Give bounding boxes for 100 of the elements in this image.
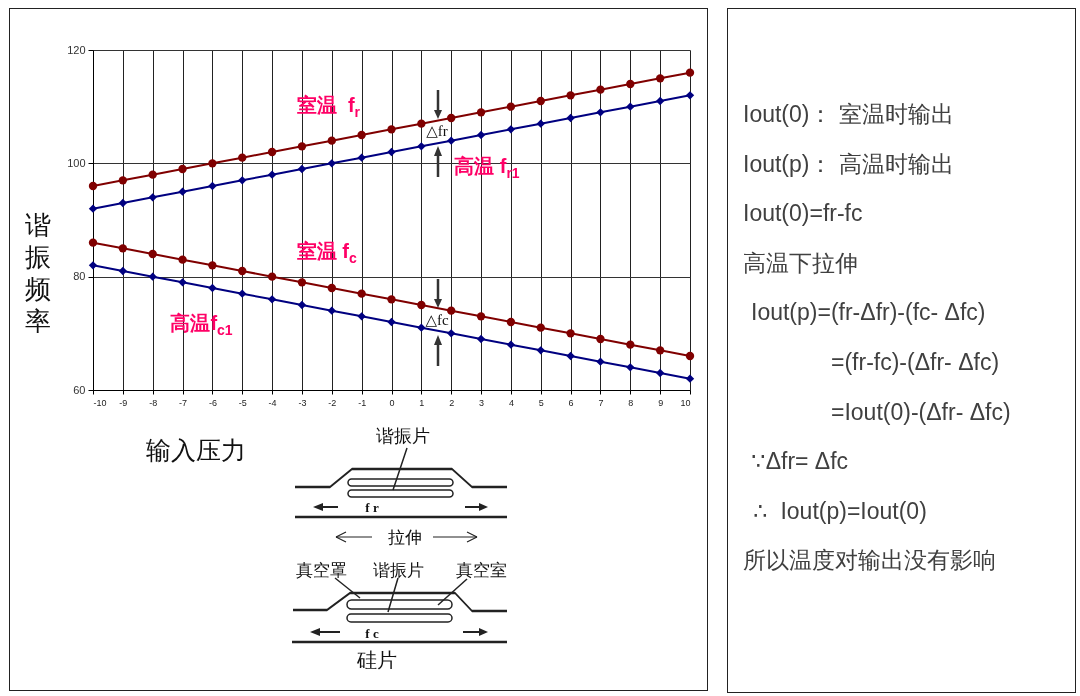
x-tick-label: 4 <box>508 397 514 408</box>
point <box>506 317 516 327</box>
x-tick-label: -7 <box>179 397 188 408</box>
point <box>327 159 336 168</box>
point <box>357 153 366 162</box>
point <box>88 238 98 247</box>
point <box>88 261 98 270</box>
x-tick-label: 0 <box>389 397 395 408</box>
y-tick-label: 100 <box>67 156 86 169</box>
text: Iout(0)=fr-fc <box>743 199 863 226</box>
point <box>417 119 426 128</box>
text: Iout(0)： 室温时输出 <box>743 100 954 127</box>
point <box>357 130 366 140</box>
point <box>506 102 516 111</box>
point <box>506 125 516 134</box>
point <box>88 181 98 191</box>
point <box>238 176 247 185</box>
point <box>387 147 396 157</box>
x-tick-label: -4 <box>268 397 277 408</box>
x-tick-label: -10 <box>93 397 107 408</box>
y-tick-label: 120 <box>67 43 86 56</box>
text: 硅片 <box>357 649 397 671</box>
text: 真空室 <box>455 560 507 580</box>
point <box>626 363 635 372</box>
point <box>655 346 665 355</box>
point <box>447 136 456 145</box>
point <box>596 85 605 94</box>
point <box>447 113 456 123</box>
point <box>596 357 605 366</box>
point <box>208 159 217 168</box>
point <box>118 244 128 253</box>
point <box>118 176 128 185</box>
point <box>566 113 575 123</box>
point <box>238 289 247 298</box>
point <box>267 272 277 281</box>
point <box>626 79 635 89</box>
text: f c <box>365 625 379 641</box>
point <box>476 312 486 321</box>
point <box>88 204 98 213</box>
x-tick-label: 2 <box>449 397 455 408</box>
text: 谐振片 <box>376 426 430 446</box>
point <box>476 108 486 117</box>
point <box>238 266 247 276</box>
annotation: △fc <box>425 311 449 328</box>
annotation: △fr <box>426 122 448 139</box>
point <box>506 340 516 349</box>
point <box>685 351 695 361</box>
text: ∴ Iout(p)=Iout(0) <box>753 497 927 524</box>
point <box>655 96 665 106</box>
text: Iout(p)： 高温时输出 <box>743 150 954 177</box>
point <box>297 278 307 287</box>
point <box>387 317 396 327</box>
point <box>327 306 336 315</box>
x-tick-label: -5 <box>238 397 247 408</box>
point <box>387 295 396 304</box>
x-tick-label: -6 <box>208 397 217 408</box>
x-tick-label: 8 <box>628 397 634 408</box>
x-tick-label: 6 <box>568 397 574 408</box>
text: ∵Δfr= Δfc <box>751 447 849 474</box>
point <box>596 108 605 117</box>
text: 所以温度对输出没有影响 <box>743 546 996 573</box>
point <box>297 164 307 174</box>
y-tick-label: 80 <box>73 270 86 283</box>
point <box>566 329 575 338</box>
text: =(fr-fc)-(Δfr- Δfc) <box>831 348 1000 375</box>
point <box>536 119 545 128</box>
point <box>655 368 665 378</box>
point <box>178 164 187 174</box>
x-tick-label: -3 <box>298 397 307 408</box>
point <box>536 346 545 355</box>
y-axis-title: 谐振频率 <box>24 209 51 336</box>
point <box>447 329 456 338</box>
point <box>536 96 545 106</box>
point <box>596 334 605 344</box>
point <box>626 340 635 349</box>
point <box>208 261 217 270</box>
point <box>267 295 277 304</box>
point <box>148 193 157 202</box>
point <box>417 142 426 151</box>
y-tick-label: 60 <box>73 383 86 396</box>
text: =Iout(0)-(Δfr- Δfc) <box>831 398 1011 425</box>
x-tick-label: 3 <box>479 397 485 408</box>
point <box>685 91 695 100</box>
x-tick-label: -8 <box>149 397 158 408</box>
text: 拉伸 <box>388 527 422 547</box>
point <box>655 74 665 83</box>
x-tick-label: -2 <box>328 397 337 408</box>
point <box>178 278 187 287</box>
x-tick-label: 10 <box>680 397 691 408</box>
point <box>476 334 486 344</box>
point <box>118 198 128 208</box>
point <box>297 300 307 310</box>
point <box>357 289 366 298</box>
point <box>685 374 695 383</box>
x-tick-label: 9 <box>658 397 664 408</box>
point <box>536 323 545 332</box>
point <box>148 170 157 179</box>
x-tick-label: -9 <box>119 397 128 408</box>
point <box>208 283 217 293</box>
text: f r <box>365 499 379 515</box>
